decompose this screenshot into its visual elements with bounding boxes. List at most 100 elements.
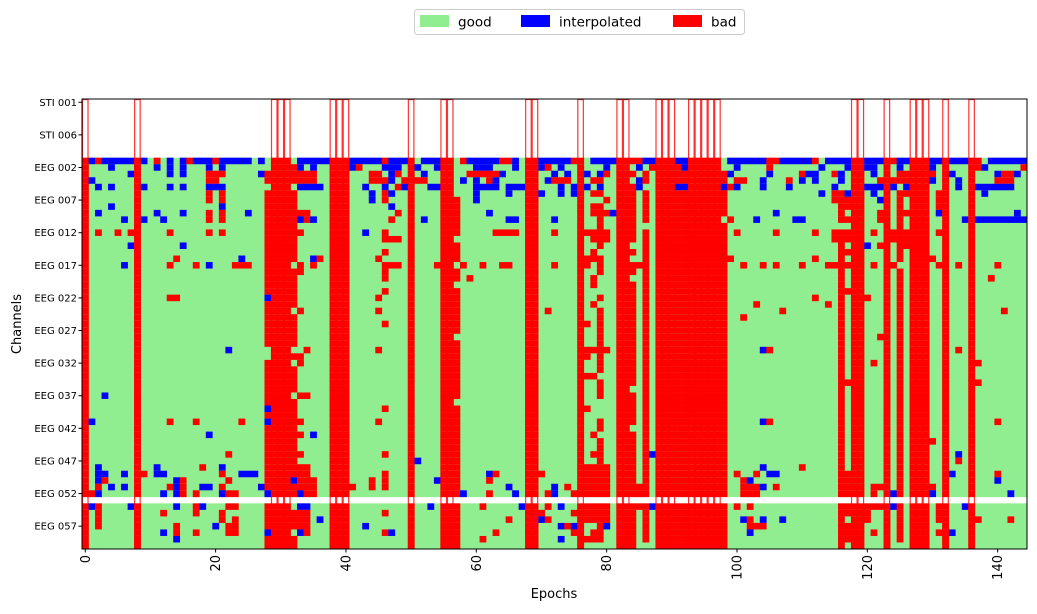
cell-bad bbox=[714, 288, 721, 295]
cell-bad bbox=[446, 366, 454, 374]
cell-bad bbox=[942, 327, 950, 335]
cell-bad bbox=[205, 177, 213, 185]
cell-bad bbox=[342, 483, 350, 491]
cell-bad bbox=[701, 327, 708, 335]
cell-bad bbox=[277, 372, 285, 380]
cell-bad bbox=[857, 385, 865, 393]
cell-bad bbox=[531, 249, 539, 256]
cell-bad bbox=[896, 307, 904, 315]
cell-bad bbox=[720, 483, 728, 491]
cell-bad bbox=[681, 379, 689, 387]
cell-interpolated bbox=[88, 177, 96, 185]
cell-bad bbox=[668, 262, 676, 269]
cell-bad bbox=[851, 262, 858, 269]
cell-bad bbox=[922, 464, 930, 472]
cell-bad bbox=[544, 307, 552, 315]
cell-bad bbox=[838, 268, 845, 276]
cell-bad bbox=[525, 353, 532, 361]
cell-bad bbox=[694, 405, 702, 413]
cell-bad bbox=[297, 209, 304, 217]
cell-bad bbox=[642, 490, 650, 498]
cell-bad bbox=[811, 255, 819, 263]
legend-frame bbox=[414, 9, 745, 35]
cell-interpolated bbox=[238, 157, 246, 165]
cell-bad bbox=[896, 385, 904, 393]
cell-bad bbox=[407, 190, 415, 198]
cell-bad bbox=[596, 457, 604, 465]
cell-bad bbox=[655, 242, 663, 250]
cell-bad bbox=[290, 522, 298, 530]
cell-bad bbox=[284, 451, 291, 458]
cell-interpolated bbox=[635, 177, 643, 185]
cell-bad bbox=[662, 327, 669, 335]
cell-bad bbox=[531, 190, 539, 198]
cell-bad bbox=[218, 516, 226, 524]
cell-bad bbox=[134, 170, 141, 178]
cell-bad bbox=[629, 170, 637, 178]
cell-bad bbox=[446, 477, 454, 485]
cell-bad bbox=[160, 509, 168, 517]
cell-bad bbox=[662, 399, 669, 406]
cell-bad bbox=[596, 340, 604, 348]
cell-bad bbox=[857, 379, 865, 387]
cell-bad bbox=[714, 438, 721, 445]
cell-bad bbox=[662, 307, 669, 315]
cell-bad bbox=[701, 353, 708, 361]
cell-bad bbox=[870, 262, 878, 269]
channel-row-good bbox=[82, 425, 1027, 432]
cell-bad bbox=[284, 222, 291, 230]
cell-bad bbox=[596, 216, 604, 224]
cell-bad bbox=[668, 216, 676, 224]
cell-bad bbox=[297, 516, 304, 524]
cell-bad bbox=[329, 379, 337, 387]
cell-bad bbox=[655, 457, 663, 465]
cell-bad bbox=[264, 235, 272, 243]
cell-bad bbox=[968, 170, 976, 178]
cell-bad bbox=[342, 405, 350, 413]
cell-interpolated bbox=[316, 183, 324, 191]
cell-bad bbox=[218, 209, 226, 217]
cell-interpolated bbox=[95, 209, 102, 217]
cell-bad bbox=[329, 177, 337, 185]
cell-bad bbox=[596, 229, 604, 237]
cell-bad bbox=[909, 183, 917, 191]
cell-bad bbox=[701, 431, 708, 439]
cell-bad bbox=[310, 262, 317, 269]
cell-bad bbox=[616, 307, 624, 315]
cell-bad bbox=[629, 372, 637, 380]
cell-bad bbox=[694, 314, 702, 322]
cell-bad bbox=[192, 490, 200, 498]
cell-bad bbox=[284, 457, 291, 465]
cell-interpolated bbox=[785, 183, 793, 191]
cell-interpolated bbox=[153, 464, 161, 472]
cell-bad bbox=[851, 333, 858, 341]
cell-bad bbox=[407, 177, 415, 185]
cell-bad bbox=[342, 235, 350, 243]
cell-bad bbox=[675, 301, 682, 308]
cell-bad bbox=[329, 229, 337, 237]
cell-bad bbox=[883, 196, 891, 204]
cell-bad bbox=[883, 431, 891, 439]
cell-bad bbox=[616, 477, 624, 485]
cell-bad bbox=[271, 509, 278, 517]
cell-bad bbox=[922, 320, 930, 328]
cell-bad bbox=[596, 262, 604, 269]
cell-bad bbox=[916, 385, 924, 393]
cell-bad bbox=[336, 483, 343, 491]
cell-bad bbox=[603, 209, 611, 217]
cell-bad bbox=[707, 177, 715, 185]
cell-bad bbox=[942, 242, 950, 250]
cell-bad bbox=[82, 412, 89, 419]
cell-bad bbox=[446, 464, 454, 472]
cell-bad bbox=[368, 477, 376, 485]
cell-interpolated bbox=[746, 529, 754, 537]
cell-bad bbox=[453, 196, 461, 204]
cell-bad bbox=[844, 379, 852, 387]
cell-bad bbox=[453, 327, 461, 335]
cell-bad bbox=[642, 301, 650, 308]
cell-bad bbox=[290, 509, 298, 517]
cell-bad bbox=[531, 379, 539, 387]
cell-bad bbox=[453, 431, 461, 439]
cell-interpolated bbox=[733, 164, 741, 172]
cell-bad bbox=[675, 268, 682, 276]
